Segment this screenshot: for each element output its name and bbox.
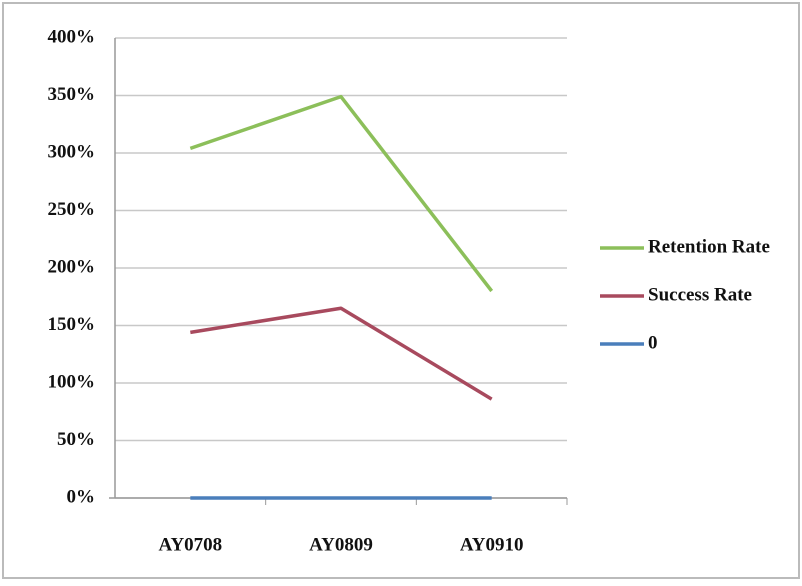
series-line	[190, 306, 493, 401]
y-tick-label: 100%	[48, 371, 96, 392]
x-tick-label: AY0809	[309, 534, 373, 555]
y-tick-label: 150%	[48, 314, 96, 335]
legend-label: Retention Rate	[648, 236, 770, 257]
y-tick-label: 250%	[48, 199, 96, 220]
y-tick-label: 300%	[48, 141, 96, 162]
y-tick-label: 350%	[48, 84, 96, 105]
x-tick-label: AY0910	[460, 534, 524, 555]
legend-label: 0	[648, 332, 658, 353]
legend-label: Success Rate	[648, 284, 752, 305]
series-line	[189, 94, 494, 293]
y-tick-label: 50%	[57, 429, 95, 450]
y-tick-label: 200%	[48, 256, 96, 277]
x-tick-label: AY0708	[158, 534, 222, 555]
chart-frame	[2, 2, 800, 579]
y-tick-label: 0%	[67, 486, 96, 507]
y-tick-label: 400%	[48, 26, 96, 47]
